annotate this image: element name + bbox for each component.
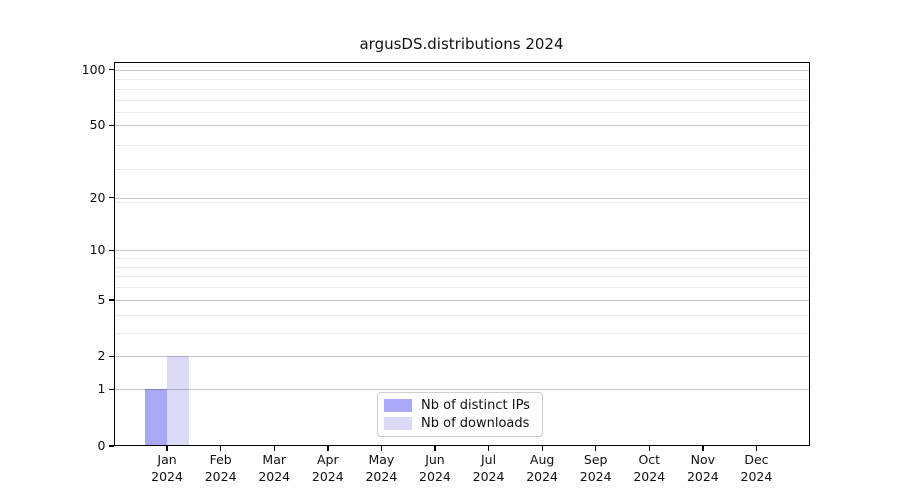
gridline-minor xyxy=(113,201,810,203)
chart-title: argusDS.distributions 2024 xyxy=(359,35,564,53)
x-tick-mark xyxy=(273,446,275,451)
y-tick-label: 5 xyxy=(97,291,106,307)
y-tick-label: 50 xyxy=(89,117,106,133)
gridline-minor xyxy=(113,266,810,268)
gridline-minor xyxy=(113,145,810,147)
legend-item-distinct-ips: Nb of distinct IPs xyxy=(384,398,536,413)
legend-item-downloads: Nb of downloads xyxy=(384,416,536,431)
y-tick-mark xyxy=(109,197,114,199)
x-tick-label: Nov 2024 xyxy=(686,452,719,484)
x-tick-label: Jun 2024 xyxy=(419,452,451,484)
y-tick-mark xyxy=(109,69,114,71)
x-tick-label: Dec 2024 xyxy=(740,452,773,484)
y-tick-mark xyxy=(109,445,114,447)
gridline-minor xyxy=(113,332,810,334)
bar-nb-of-downloads-jan xyxy=(167,356,190,445)
y-tick-mark xyxy=(109,388,114,391)
x-tick-mark xyxy=(541,446,543,451)
x-tick-mark xyxy=(434,446,436,451)
x-tick-label: Aug 2024 xyxy=(526,452,559,484)
x-tick-mark xyxy=(595,446,597,451)
y-tick-mark xyxy=(109,249,114,252)
x-tick-label: Jan 2024 xyxy=(151,452,183,484)
y-tick-label: 100 xyxy=(81,61,106,77)
x-tick-mark xyxy=(220,446,222,451)
legend-label-distinct-ips: Nb of distinct IPs xyxy=(421,398,530,413)
y-tick-label: 2 xyxy=(97,348,106,364)
x-tick-label: Oct 2024 xyxy=(633,452,666,484)
y-tick-label: 0 xyxy=(97,438,106,453)
gridline-major xyxy=(113,299,810,301)
y-tick-mark xyxy=(109,355,114,358)
gridline-major xyxy=(113,389,810,391)
gridline-minor xyxy=(113,258,810,260)
gridline-major xyxy=(113,69,810,71)
gridline-minor xyxy=(113,112,810,114)
x-tick-label: Apr 2024 xyxy=(311,452,344,484)
x-tick-label: Sep 2024 xyxy=(579,452,612,484)
bar-nb-of-distinct-ips-jan xyxy=(145,389,168,445)
x-tick-mark xyxy=(702,446,704,451)
x-tick-mark xyxy=(648,446,650,451)
plot-area xyxy=(113,62,810,446)
y-tick-mark xyxy=(109,299,114,301)
x-tick-mark xyxy=(487,446,490,451)
legend-swatch-distinct-ips xyxy=(384,399,412,412)
legend-swatch-downloads xyxy=(384,417,412,430)
gridline-minor xyxy=(113,276,810,278)
x-tick-mark xyxy=(166,446,168,451)
x-tick-mark xyxy=(755,446,758,451)
x-tick-label: Feb 2024 xyxy=(204,452,237,484)
x-tick-mark xyxy=(327,446,329,451)
gridline-major xyxy=(113,250,810,252)
x-tick-mark xyxy=(380,446,383,451)
gridline-minor xyxy=(113,88,810,90)
gridline-major xyxy=(113,125,810,127)
y-tick-mark xyxy=(109,124,114,127)
legend: Nb of distinct IPs Nb of downloads xyxy=(377,392,543,437)
gridline-minor xyxy=(113,168,810,170)
gridline-major xyxy=(113,356,810,358)
gridline-minor xyxy=(113,287,810,289)
y-tick-label: 20 xyxy=(89,189,106,205)
gridline-minor xyxy=(113,314,810,316)
x-tick-label: Jul 2024 xyxy=(472,452,505,484)
gridline-major xyxy=(113,197,810,199)
y-tick-label: 1 xyxy=(97,381,106,397)
y-tick-label: 10 xyxy=(89,242,106,258)
gridline-minor xyxy=(113,79,810,81)
gridline-minor xyxy=(113,99,810,101)
x-tick-label: May 2024 xyxy=(365,452,398,484)
x-tick-label: Mar 2024 xyxy=(258,452,291,484)
legend-label-downloads: Nb of downloads xyxy=(421,416,530,431)
